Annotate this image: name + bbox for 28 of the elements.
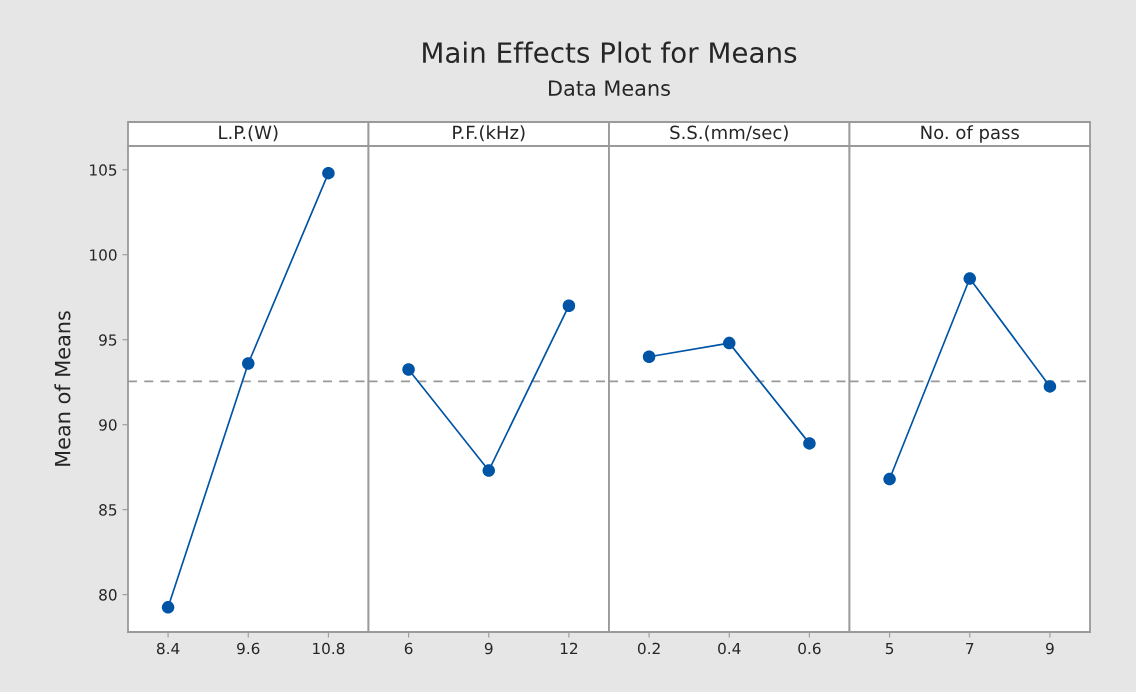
point [322, 166, 335, 180]
y-tick-label: 90 [99, 419, 117, 431]
x-tick-label: 9 [484, 642, 493, 655]
y-tick-label: 85 [99, 504, 117, 516]
x-tick-label: 10.8 [313, 642, 345, 655]
chart-title: S.S.(mm/sec) [670, 125, 788, 142]
y-tick-label: 105 [90, 164, 117, 176]
x-tick-label: 12 [560, 642, 578, 655]
text: Data Means [549, 80, 670, 97]
y-tick-label: 80 [99, 589, 117, 601]
x-tick-label: 6 [404, 642, 413, 655]
point [242, 357, 255, 370]
x-tick-label: 9.6 [237, 642, 260, 655]
x-tick-label: 8.4 [156, 642, 180, 655]
text: Main Effects Plot for Means [423, 41, 797, 64]
x-tick-label: 7 [966, 642, 974, 655]
chart-title: P.F.(kHz) [453, 125, 525, 142]
chart-title: No. of pass [921, 125, 1019, 143]
x-tick-label: 0.2 [637, 642, 660, 655]
x-tick-label: 5 [885, 642, 894, 655]
x-tick-label: 0.6 [798, 642, 821, 655]
y-tick-label: 100 [90, 249, 117, 261]
y-axis-title: Mean of Means [54, 311, 71, 466]
point [161, 601, 175, 614]
chart-title: L.P.(W) [219, 125, 278, 142]
y-tick-label: 95 [99, 334, 117, 346]
x-tick-label: 0.4 [718, 642, 741, 655]
x-tick-label: 9 [1046, 642, 1054, 655]
